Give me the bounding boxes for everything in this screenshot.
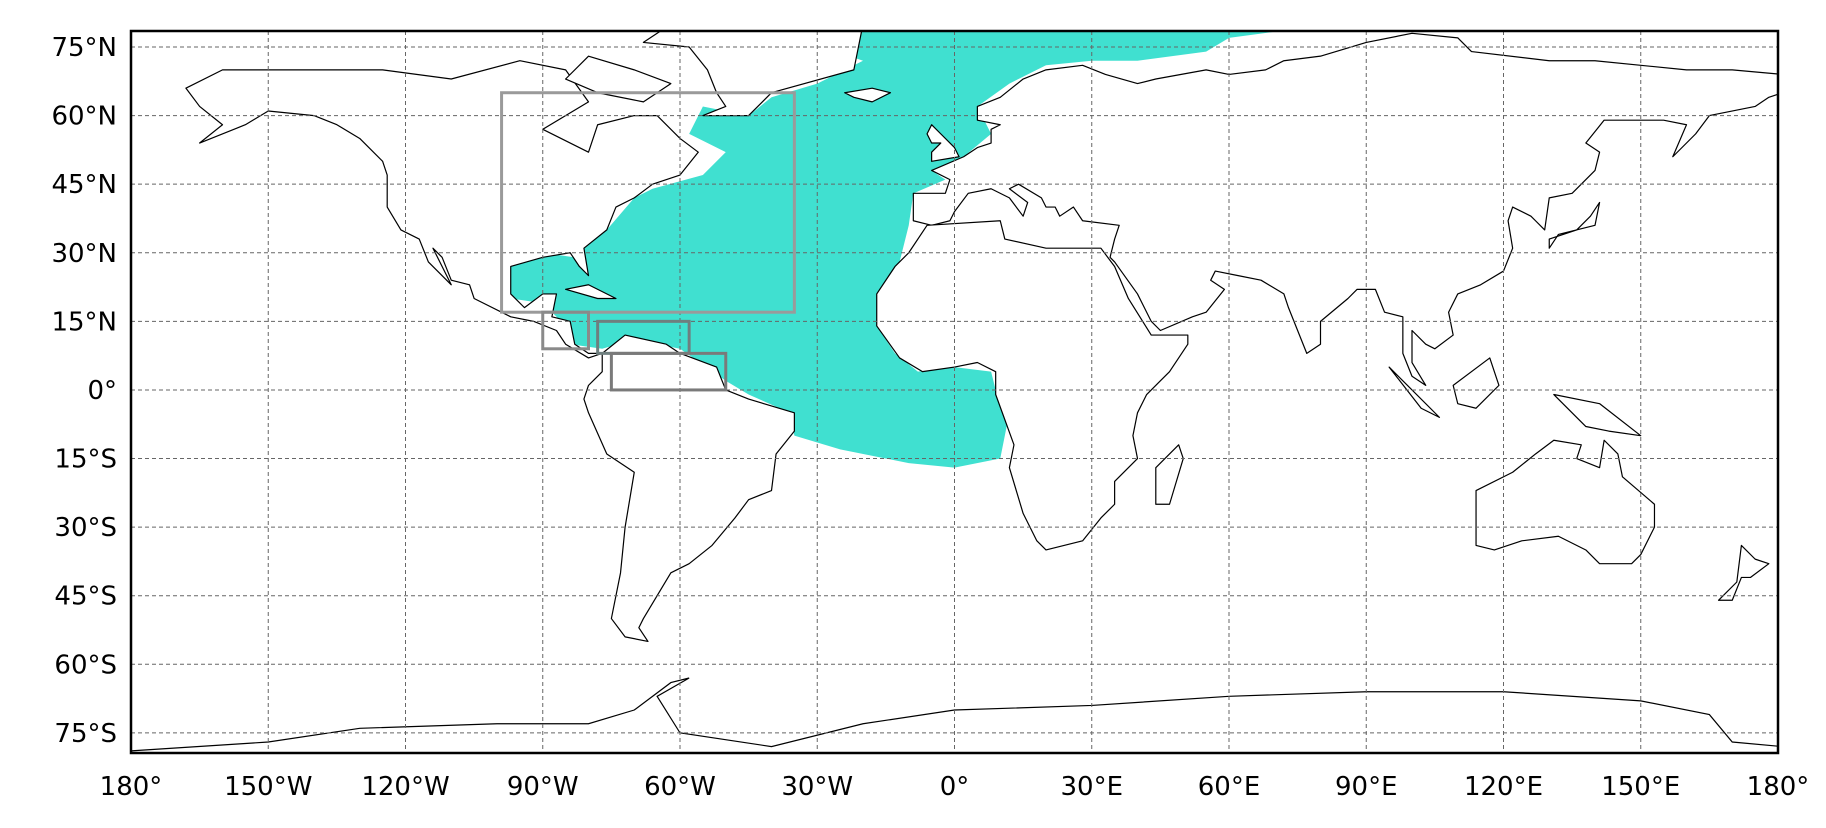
x-tick-label: 90°E bbox=[1335, 772, 1398, 802]
x-tick-label: 60°W bbox=[644, 772, 716, 802]
greenland bbox=[643, 31, 863, 115]
y-tick-label: 30°S bbox=[54, 513, 117, 543]
y-tick-label: 30°N bbox=[51, 239, 117, 269]
antarctica bbox=[126, 678, 1782, 751]
y-tick-label: 45°N bbox=[51, 170, 117, 200]
x-tick-label: 30°W bbox=[781, 772, 853, 802]
geography bbox=[126, 31, 1782, 751]
y-tick-label: 75°S bbox=[54, 719, 117, 749]
y-tick-label: 15°N bbox=[51, 307, 117, 337]
eurasia bbox=[913, 33, 1778, 385]
x-tick-label: 180° bbox=[1747, 772, 1810, 802]
islands bbox=[566, 56, 1769, 600]
north-america bbox=[186, 61, 698, 358]
x-tick-label: 180° bbox=[100, 772, 163, 802]
map-layer bbox=[126, 31, 1782, 751]
x-tick-label: 120°E bbox=[1464, 772, 1543, 802]
shipping-density bbox=[506, 31, 1281, 468]
regions bbox=[500, 91, 796, 392]
y-tick-label: 75°N bbox=[51, 33, 117, 63]
y-tick-label: 60°N bbox=[51, 102, 117, 132]
x-tick-label: 150°E bbox=[1601, 772, 1680, 802]
y-tick-label: 15°S bbox=[54, 445, 117, 475]
x-tick-label: 30°E bbox=[1060, 772, 1123, 802]
y-tick-label: 0° bbox=[87, 376, 117, 406]
region-box bbox=[500, 91, 796, 314]
y-tick-label: 60°S bbox=[54, 650, 117, 680]
tick-labels: 180° 150°W 120°W 90°W 60°W 30°W 0° 30°E 60°E 90°E… bbox=[51, 33, 1809, 802]
x-tick-label: 90°W bbox=[507, 772, 579, 802]
australia bbox=[1476, 440, 1654, 563]
x-tick-label: 150°W bbox=[224, 772, 312, 802]
region-box bbox=[609, 351, 728, 392]
y-tick-label: 45°S bbox=[54, 582, 117, 612]
africa bbox=[877, 221, 1188, 550]
plot-frame bbox=[129, 29, 1780, 755]
x-tick-label: 60°E bbox=[1198, 772, 1261, 802]
x-tick-label: 120°W bbox=[361, 772, 449, 802]
x-tick-label: 0° bbox=[940, 772, 970, 802]
region-box bbox=[541, 310, 590, 351]
